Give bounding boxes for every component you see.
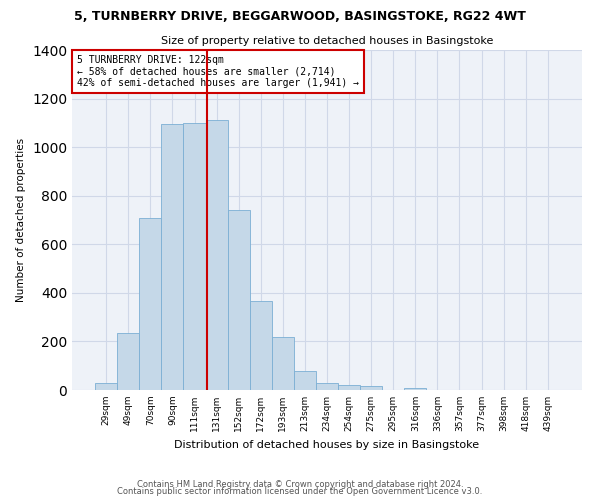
- X-axis label: Distribution of detached houses by size in Basingstoke: Distribution of detached houses by size …: [175, 440, 479, 450]
- Bar: [404, 388, 427, 390]
- Bar: [338, 385, 360, 390]
- Bar: [272, 336, 294, 390]
- Y-axis label: Number of detached properties: Number of detached properties: [16, 138, 26, 302]
- Title: Size of property relative to detached houses in Basingstoke: Size of property relative to detached ho…: [161, 36, 493, 46]
- Text: Contains HM Land Registry data © Crown copyright and database right 2024.: Contains HM Land Registry data © Crown c…: [137, 480, 463, 489]
- Text: 5 TURNBERRY DRIVE: 122sqm
← 58% of detached houses are smaller (2,714)
42% of se: 5 TURNBERRY DRIVE: 122sqm ← 58% of detac…: [77, 55, 359, 88]
- Bar: [95, 382, 117, 390]
- Bar: [316, 382, 338, 390]
- Bar: [161, 124, 184, 390]
- Text: 5, TURNBERRY DRIVE, BEGGARWOOD, BASINGSTOKE, RG22 4WT: 5, TURNBERRY DRIVE, BEGGARWOOD, BASINGST…: [74, 10, 526, 23]
- Bar: [250, 302, 272, 390]
- Bar: [139, 218, 161, 390]
- Bar: [360, 386, 382, 390]
- Bar: [227, 210, 250, 390]
- Text: Contains public sector information licensed under the Open Government Licence v3: Contains public sector information licen…: [118, 487, 482, 496]
- Bar: [294, 370, 316, 390]
- Bar: [117, 333, 139, 390]
- Bar: [184, 123, 206, 390]
- Bar: [206, 120, 227, 390]
